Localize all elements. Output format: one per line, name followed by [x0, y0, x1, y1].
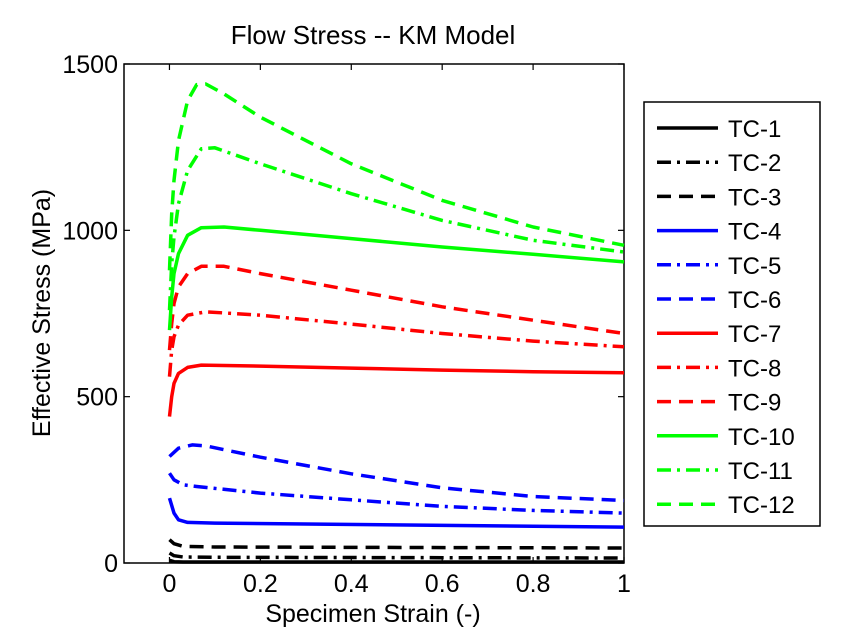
- x-tick-label: 0.2: [243, 570, 278, 598]
- series-line-tc-5: [168, 472, 625, 515]
- series-line-tc-11: [167, 146, 625, 311]
- legend-box: [643, 101, 821, 527]
- legend-label-tc-11: TC-11: [728, 458, 793, 485]
- x-tick-label: 0.4: [334, 570, 369, 598]
- legend-label-tc-10: TC-10: [728, 424, 795, 451]
- x-tick-label: 0: [163, 570, 177, 598]
- legend-label-tc-2: TC-2: [728, 150, 781, 177]
- legend: TC-1 TC-2 TC-3 TC-4 TC-5 TC-6 TC-7 TC-8 TC-9 TC-1…: [643, 101, 821, 527]
- legend-label-tc-12: TC-12: [728, 492, 795, 519]
- series-line-tc-6: [168, 443, 625, 503]
- series-line-tc-12: [167, 82, 625, 271]
- legend-entries: TC-1 TC-2 TC-3 TC-4 TC-5 TC-6 TC-7 TC-8 TC-9 TC-1…: [657, 116, 795, 519]
- y-tick-label: 1000: [62, 217, 118, 245]
- series-line-tc-8: [167, 310, 625, 377]
- legend-label-tc-5: TC-5: [728, 253, 781, 280]
- x-axis-label: Specimen Strain (-): [265, 600, 480, 628]
- legend-label-tc-8: TC-8: [728, 355, 781, 382]
- ticks-layer: 0 0.2 0.4 0.6 0.8 1 0 500 1000 1500: [62, 51, 631, 598]
- legend-label-tc-3: TC-3: [728, 184, 781, 211]
- series-line-tc-3: [168, 538, 625, 550]
- x-tick-label: 0.6: [425, 570, 460, 598]
- plot-area: 0 0.2 0.4 0.6 0.8 1 0 500 1000 1500: [62, 51, 631, 598]
- y-tick-label: 0: [104, 550, 118, 578]
- series-line-tc-4: [167, 497, 625, 529]
- plot-frame: [123, 63, 625, 564]
- legend-label-tc-1: TC-1: [728, 116, 781, 143]
- legend-label-tc-4: TC-4: [728, 219, 781, 246]
- x-tick-label: 1: [617, 570, 631, 598]
- y-tick-label: 500: [76, 384, 118, 412]
- series-line-tc-1: [168, 558, 624, 564]
- legend-label-tc-6: TC-6: [728, 287, 781, 314]
- series-line-tc-9: [167, 264, 625, 351]
- series-line-tc-10: [167, 225, 625, 331]
- y-axis-label: Effective Stress (MPa): [28, 189, 56, 437]
- series-line-tc-7: [167, 363, 625, 417]
- x-tick-label: 0.8: [516, 570, 551, 598]
- legend-label-tc-9: TC-9: [728, 390, 781, 417]
- series-layer: [167, 82, 625, 564]
- chart-title: Flow Stress -- KM Model: [231, 20, 516, 50]
- y-tick-label: 1500: [62, 51, 118, 79]
- legend-label-tc-7: TC-7: [728, 321, 781, 348]
